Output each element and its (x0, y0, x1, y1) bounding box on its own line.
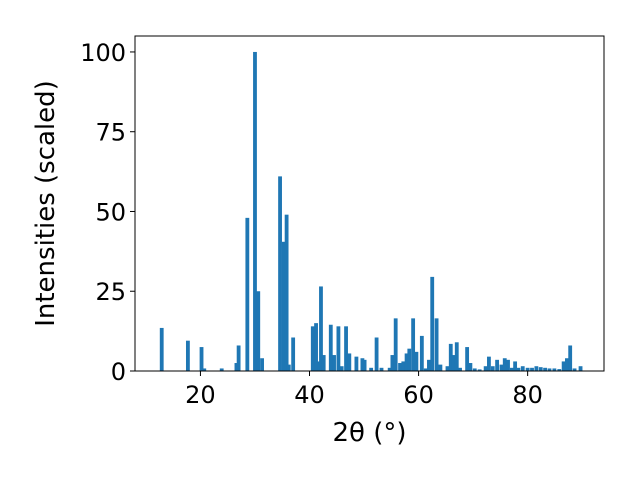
y-tick-label: 100 (80, 39, 126, 67)
x-tick-label: 40 (294, 381, 325, 409)
bar (502, 358, 507, 371)
bar (369, 367, 374, 371)
bar (253, 51, 257, 371)
bar (468, 363, 473, 371)
bar (561, 361, 566, 371)
x-tick-label: 80 (512, 381, 543, 409)
bar (419, 335, 424, 371)
bar (159, 327, 164, 371)
bar (339, 366, 344, 371)
bar (202, 368, 207, 371)
y-tick-label: 50 (95, 198, 126, 226)
bar (332, 355, 336, 371)
bar (487, 356, 491, 371)
bar (472, 368, 477, 371)
bar (347, 353, 352, 371)
bars-group (159, 51, 583, 371)
bar (319, 286, 323, 371)
bar (374, 337, 379, 371)
bar (458, 367, 462, 371)
bar (379, 367, 384, 371)
bar (362, 359, 367, 371)
bar (516, 367, 521, 371)
y-axis: 0 25 50 75 100 (80, 39, 135, 386)
bar (513, 361, 518, 371)
bar (451, 355, 456, 371)
bar (286, 364, 291, 371)
y-tick-label: 0 (111, 358, 126, 386)
bar (245, 217, 250, 371)
y-axis-title: Intensities (scaled) (31, 80, 61, 327)
bar (256, 291, 261, 371)
bar (543, 367, 548, 371)
bar (336, 326, 341, 371)
bar (534, 366, 539, 371)
bar (260, 358, 264, 371)
bar (530, 367, 534, 371)
bar (185, 340, 190, 371)
bar (328, 324, 333, 371)
bar (411, 318, 416, 371)
bar (281, 241, 286, 371)
bar (547, 368, 552, 371)
bar (344, 326, 348, 371)
bar (314, 323, 318, 371)
bar (310, 326, 315, 371)
bar (509, 367, 514, 371)
bar (430, 276, 435, 371)
bar (398, 363, 402, 371)
bar (407, 348, 412, 371)
bar (360, 358, 365, 371)
bar (572, 368, 577, 371)
y-tick-label: 75 (95, 119, 126, 147)
bar (490, 366, 495, 371)
plot-frame (134, 35, 605, 372)
bar (219, 368, 224, 371)
bar (565, 358, 569, 371)
bar (404, 353, 409, 371)
bar (557, 369, 562, 371)
bar (448, 343, 453, 371)
bar (291, 337, 296, 371)
bar (506, 359, 510, 371)
x-tick-label: 20 (185, 381, 216, 409)
bar (234, 363, 239, 371)
x-tick-label: 60 (403, 381, 434, 409)
bar (552, 368, 557, 371)
bar (499, 364, 504, 371)
bar (284, 214, 289, 371)
bar (483, 366, 488, 371)
y-tick-label: 25 (95, 278, 126, 306)
x-axis: 20 40 60 80 (185, 371, 543, 409)
bar (578, 366, 583, 371)
bar (354, 356, 359, 371)
bar (321, 355, 326, 371)
bar (465, 347, 470, 371)
bar (538, 367, 543, 371)
bar (427, 359, 431, 371)
bar (414, 351, 419, 371)
bar (477, 369, 482, 371)
bar (236, 345, 241, 371)
bar (199, 347, 204, 371)
bar (434, 318, 439, 371)
bar (525, 367, 530, 371)
bar (278, 176, 282, 371)
bar (568, 345, 573, 371)
bar (438, 364, 443, 371)
bar (387, 367, 392, 371)
bar (393, 318, 398, 371)
bar (390, 355, 395, 371)
bar (520, 366, 525, 371)
x-axis-title: 2θ (°) (332, 418, 406, 448)
bar (401, 361, 406, 371)
bar (445, 366, 450, 371)
bar (454, 342, 459, 371)
bar (495, 359, 500, 371)
bar (423, 368, 428, 371)
